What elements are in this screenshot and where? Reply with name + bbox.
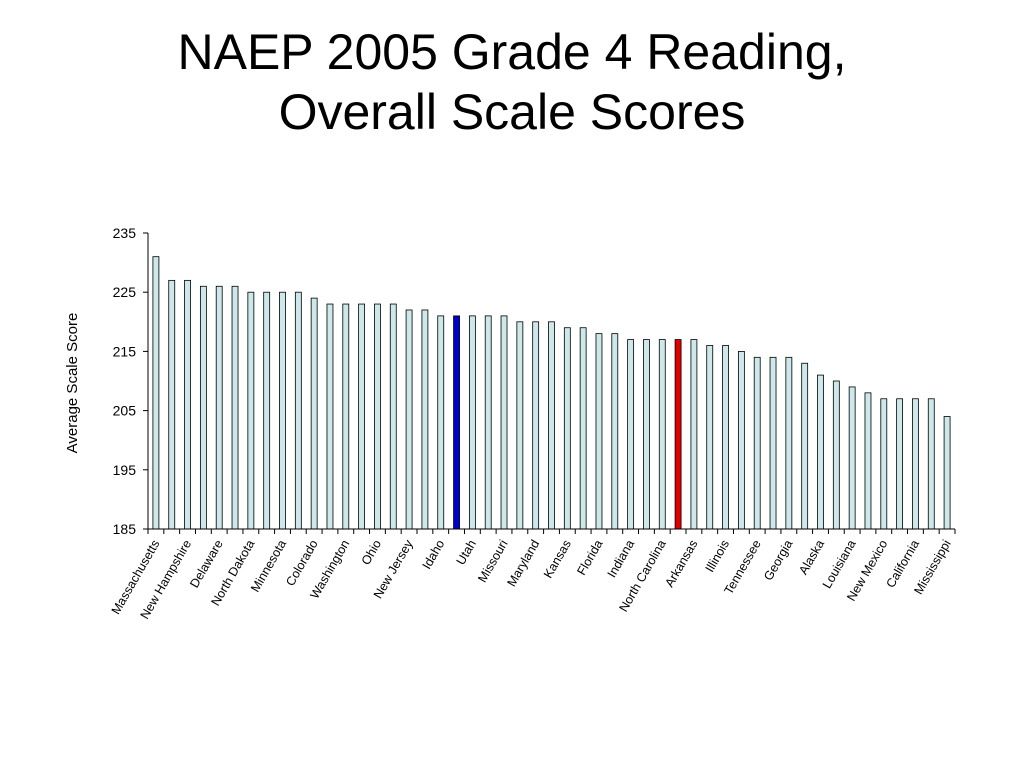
bar xyxy=(627,339,635,530)
bar xyxy=(769,356,777,530)
bar xyxy=(595,333,603,530)
bar xyxy=(785,356,793,530)
bar xyxy=(864,392,872,530)
y-tick-label: 205 xyxy=(113,403,137,419)
bar xyxy=(389,303,397,530)
x-category-label: Utah xyxy=(454,537,479,567)
bar xyxy=(817,374,824,530)
slide-title-line-1: NAEP 2005 Grade 4 Reading, xyxy=(177,24,847,80)
bar xyxy=(405,309,413,530)
bar xyxy=(374,303,381,530)
bar xyxy=(927,398,935,530)
bar xyxy=(247,291,255,530)
bar xyxy=(453,315,460,530)
bar xyxy=(643,339,650,530)
bar xyxy=(532,321,540,530)
bar xyxy=(548,321,555,530)
x-category-label: Missouri xyxy=(475,538,510,585)
bar xyxy=(753,356,761,530)
bar xyxy=(500,315,508,530)
bar xyxy=(674,339,682,530)
y-tick-label: 185 xyxy=(113,521,137,537)
y-tick-label: 195 xyxy=(113,462,137,478)
bar xyxy=(706,345,714,530)
bar xyxy=(468,315,476,530)
bar xyxy=(658,339,666,530)
x-category-label: Idaho xyxy=(420,537,448,571)
x-category-label: Florida xyxy=(574,537,605,577)
x-category-label: Kansas xyxy=(541,538,574,581)
slide-title-line-2: Overall Scale Scores xyxy=(278,84,746,140)
bar xyxy=(310,297,318,530)
bar xyxy=(611,333,619,530)
y-tick-label: 215 xyxy=(113,343,137,359)
bar xyxy=(801,362,809,530)
bar xyxy=(231,285,239,530)
bar xyxy=(516,321,524,530)
bar xyxy=(168,279,176,530)
x-category-label: Ohio xyxy=(359,537,384,567)
bar xyxy=(848,386,856,530)
x-category-label: Illinois xyxy=(703,538,732,575)
bar xyxy=(563,327,571,530)
bar xyxy=(184,279,191,530)
bar xyxy=(484,315,492,530)
bar xyxy=(263,291,271,530)
bar xyxy=(437,315,445,530)
bar xyxy=(326,303,334,530)
y-axis-ticks: 185 195 205 215 225 235 xyxy=(113,225,956,537)
slide-title: NAEP 2005 Grade 4 Reading, Overall Scale… xyxy=(0,22,1024,142)
y-axis-title: Average Scale Score xyxy=(64,313,81,454)
bar xyxy=(832,380,840,530)
bar xyxy=(152,256,160,530)
bar xyxy=(294,291,302,530)
bar xyxy=(215,285,223,530)
x-category-label: Georgia xyxy=(761,537,795,583)
bars xyxy=(152,256,951,530)
bar xyxy=(943,416,951,530)
x-category-label: Indiana xyxy=(605,537,638,580)
y-tick-label: 225 xyxy=(113,284,137,300)
x-category-label: Alaska xyxy=(796,537,827,577)
bar xyxy=(690,339,698,530)
bar xyxy=(896,398,904,530)
bar xyxy=(199,285,207,530)
bar xyxy=(737,350,745,530)
bar xyxy=(279,291,286,530)
bar xyxy=(342,303,350,530)
y-tick-label: 235 xyxy=(113,225,137,241)
bar xyxy=(421,309,429,530)
bar xyxy=(722,345,729,530)
bar xyxy=(912,398,919,530)
bar xyxy=(358,303,366,530)
bar xyxy=(579,327,587,530)
bar xyxy=(880,398,888,530)
